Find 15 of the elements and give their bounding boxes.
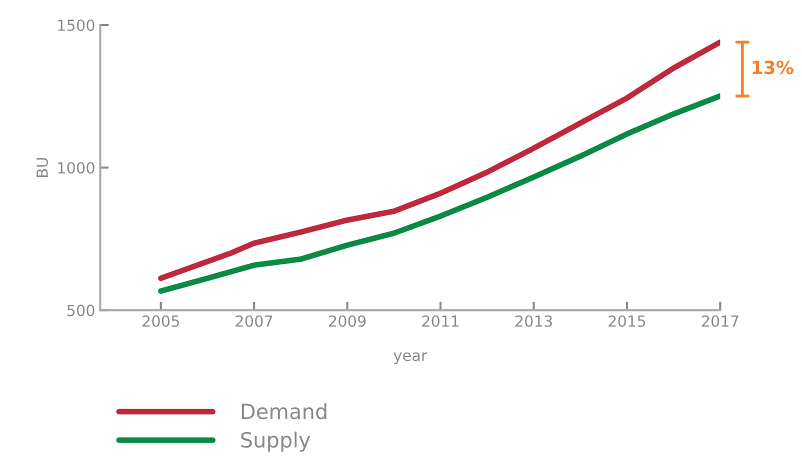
y-axis-title: BU bbox=[36, 158, 48, 177]
x-tick-label: 2015 bbox=[608, 315, 646, 327]
text: 13% bbox=[752, 60, 794, 74]
x-tick-label: 2017 bbox=[702, 315, 738, 327]
x-tick-label: 2007 bbox=[236, 315, 272, 327]
legend-label: Demand bbox=[242, 403, 326, 420]
legend-label: Supply bbox=[241, 432, 310, 452]
x-axis-title: year bbox=[394, 352, 428, 364]
x-tick-label: 2005 bbox=[142, 315, 179, 327]
x-tick-label: 2011 bbox=[422, 315, 459, 327]
y-tick-label: 500 bbox=[67, 304, 94, 316]
y-tick-label: 1500 bbox=[58, 19, 94, 32]
x-tick-label: 2009 bbox=[328, 315, 366, 327]
y-tick-label: 1000 bbox=[58, 162, 94, 174]
x-tick-label: 2013 bbox=[515, 315, 552, 327]
